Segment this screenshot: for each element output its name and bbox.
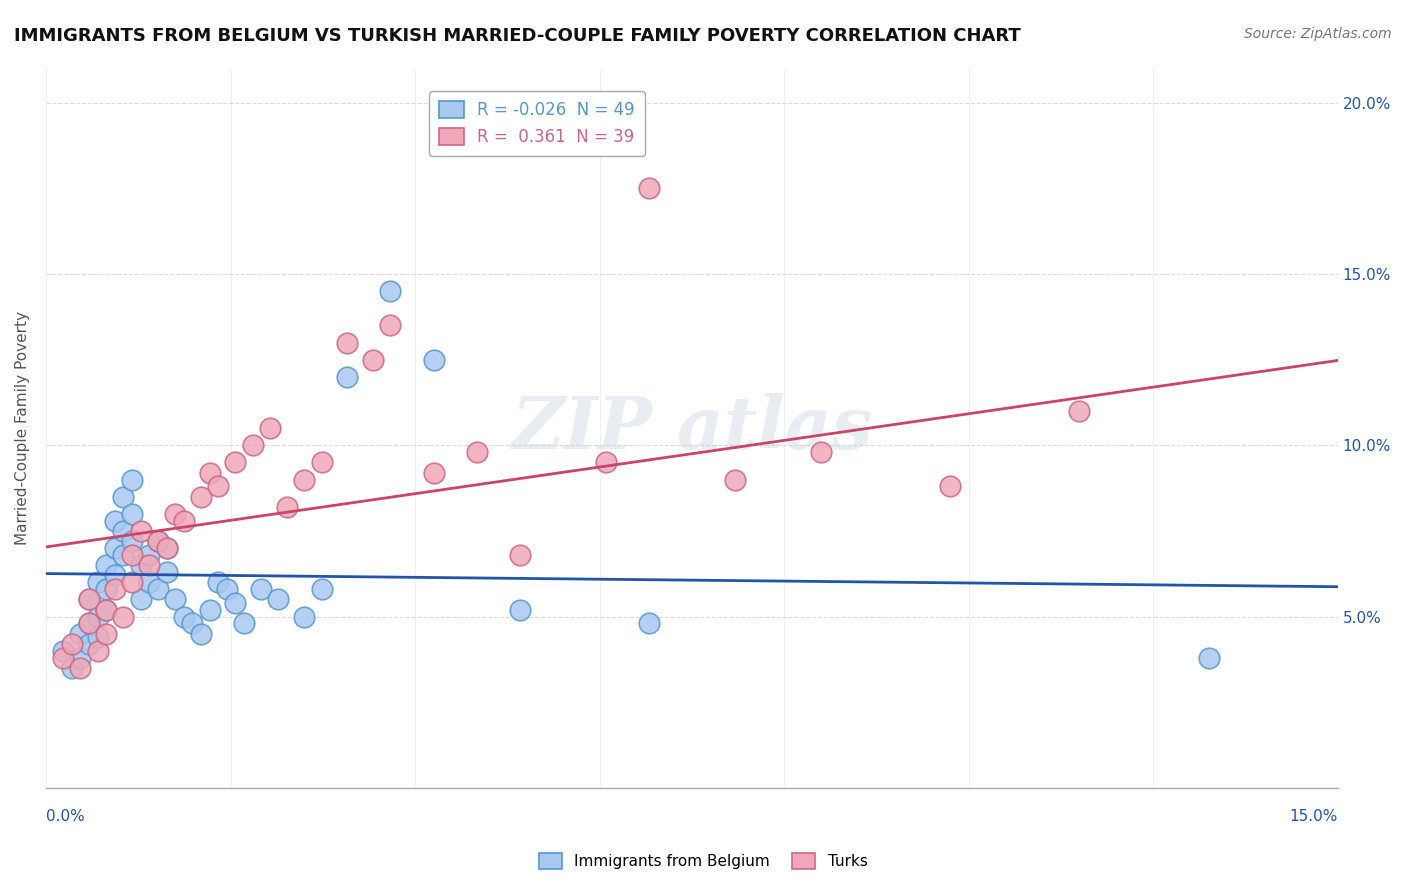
Point [198,603,221,617]
Point [292,609,315,624]
Point [224,455,246,469]
Point [121,507,143,521]
Point [190,490,212,504]
Point [207,479,229,493]
Point [96,603,118,617]
Point [77,592,100,607]
Point [69,626,91,640]
Point [129,524,152,538]
Point [509,548,531,562]
Text: 0.0%: 0.0% [46,809,84,824]
Point [77,637,100,651]
Point [380,318,402,333]
Point [181,616,204,631]
Point [96,558,118,573]
Point [112,548,135,562]
Point [810,445,832,459]
Text: ZIP atlas: ZIP atlas [512,392,873,464]
Point [361,352,384,367]
Point [155,541,177,555]
Point [250,582,273,597]
Text: 15.0%: 15.0% [1289,809,1337,824]
Point [724,473,747,487]
Point [121,575,143,590]
Point [129,558,152,573]
Point [637,181,659,195]
Point [242,438,264,452]
Point [112,490,135,504]
Point [422,466,444,480]
Point [165,592,187,607]
Legend: R = -0.026  N = 49, R =  0.361  N = 39: R = -0.026 N = 49, R = 0.361 N = 39 [429,91,645,156]
Point [1069,404,1091,418]
Point [215,582,238,597]
Point [311,455,333,469]
Point [77,592,100,607]
Point [69,661,91,675]
Point [138,558,160,573]
Point [86,609,108,624]
Point [1198,650,1220,665]
Point [52,650,75,665]
Point [138,548,160,562]
Point [155,541,177,555]
Point [104,541,127,555]
Text: IMMIGRANTS FROM BELGIUM VS TURKISH MARRIED-COUPLE FAMILY POVERTY CORRELATION CHA: IMMIGRANTS FROM BELGIUM VS TURKISH MARRI… [14,27,1021,45]
Point [112,524,135,538]
Point [96,626,118,640]
Point [165,507,187,521]
Point [77,616,100,631]
Point [637,616,659,631]
Point [939,479,962,493]
Point [422,352,444,367]
Point [104,568,127,582]
Point [69,650,91,665]
Point [112,609,135,624]
Point [60,661,83,675]
Point [198,466,221,480]
Point [86,575,108,590]
Point [138,575,160,590]
Point [121,534,143,549]
Point [595,455,617,469]
Point [233,616,256,631]
Point [276,500,298,514]
Point [77,616,100,631]
Point [146,534,169,549]
Legend: Immigrants from Belgium, Turks: Immigrants from Belgium, Turks [533,847,873,875]
Point [52,644,75,658]
Point [292,473,315,487]
Point [129,592,152,607]
Point [146,534,169,549]
Point [336,335,359,350]
Point [190,626,212,640]
Text: Source: ZipAtlas.com: Source: ZipAtlas.com [1244,27,1392,41]
Point [465,445,488,459]
Point [104,514,127,528]
Y-axis label: Married-Couple Family Poverty: Married-Couple Family Poverty [15,311,30,545]
Point [86,644,108,658]
Point [380,284,402,298]
Point [509,603,531,617]
Point [121,548,143,562]
Point [104,582,127,597]
Point [207,575,229,590]
Point [60,637,83,651]
Point [146,582,169,597]
Point [224,596,246,610]
Point [336,369,359,384]
Point [121,473,143,487]
Point [155,565,177,579]
Point [267,592,290,607]
Point [173,609,195,624]
Point [96,603,118,617]
Point [173,514,195,528]
Point [96,582,118,597]
Point [259,421,281,435]
Point [311,582,333,597]
Point [86,630,108,644]
